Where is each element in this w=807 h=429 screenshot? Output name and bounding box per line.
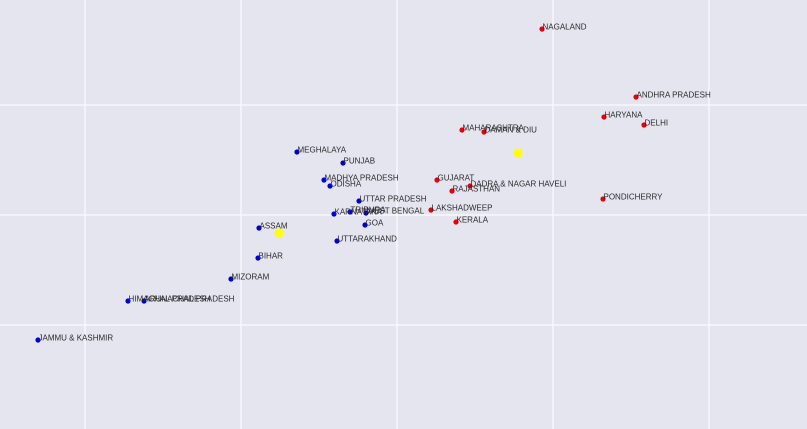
point-punjab (340, 160, 346, 166)
label-odisha: ODISHA (331, 180, 362, 189)
label-nagaland: NAGALAND (543, 23, 587, 32)
label-himachal-pradesh: HIMACHAL PRADESH (129, 295, 211, 304)
point-meghalaya (294, 149, 300, 155)
point-haryana (601, 114, 607, 120)
point-uttar-pradesh (356, 198, 362, 204)
point-daman-diu (481, 129, 487, 135)
label-goa: GOA (366, 219, 384, 228)
point-assam (256, 225, 262, 231)
label-pondicherry: PONDICHERRY (604, 193, 664, 202)
point-mizoram (228, 276, 234, 282)
label-karnataka: KARNATAKA (335, 208, 383, 217)
point-rajasthan (449, 188, 455, 194)
centroid-marker-0 (513, 148, 523, 158)
point-gujarat (434, 177, 440, 183)
label-tripura: TRIPURA (351, 206, 387, 215)
point-nagaland (539, 26, 545, 32)
label-arunachal-pradesh: ARUNACHAL PRADESH (145, 295, 235, 304)
label-punjab: PUNJAB (344, 157, 376, 166)
label-andhra-pradesh: ANDHRA PRADESH (637, 91, 711, 100)
point-pondicherry (600, 196, 606, 202)
centroid-marker-1 (274, 228, 284, 238)
point-odisha (327, 183, 333, 189)
label-meghalaya: MEGHALAYA (298, 146, 347, 155)
label-assam: ASSAM (260, 222, 288, 231)
label-maharashtra: MAHARASHTRA (463, 124, 525, 133)
point-andhra-pradesh (633, 94, 639, 100)
point-jammu-kashmir (35, 337, 41, 343)
label-bihar: BIHAR (259, 252, 284, 261)
label-gujarat: GUJARAT (438, 174, 475, 183)
point-karnataka (331, 211, 337, 217)
point-dadra-nagar-haveli (467, 183, 473, 189)
label-madhya-pradesh: MADHYA PRADESH (325, 174, 399, 183)
point-madhya-pradesh (321, 177, 327, 183)
label-dadra-nagar-haveli: DADRA & NAGAR HAVELI (471, 180, 567, 189)
label-rajasthan: RAJASTHAN (453, 185, 501, 194)
point-goa (362, 222, 368, 228)
label-kerala: KERALA (457, 216, 489, 225)
point-lakshadweep (428, 207, 434, 213)
point-kerala (453, 219, 459, 225)
label-daman-diu: DAMAN & DIU (485, 126, 538, 135)
data-points (35, 26, 647, 343)
cluster-centroids (274, 148, 523, 238)
point-west-bengal (363, 210, 369, 216)
label-uttar-pradesh: UTTAR PRADESH (360, 195, 427, 204)
point-tripura (347, 209, 353, 215)
point-maharashtra (459, 127, 465, 133)
label-delhi: DELHI (645, 119, 669, 128)
label-lakshadweep: LAKSHADWEEP (432, 204, 493, 213)
point-himachal-pradesh (125, 298, 131, 304)
label-jammu-kashmir: JAMMU & KASHMIR (39, 334, 114, 343)
point-delhi (641, 122, 647, 128)
label-mizoram: MIZORAM (232, 273, 270, 282)
label-haryana: HARYANA (605, 111, 644, 120)
point-bihar (255, 255, 261, 261)
label-west-bengal: WEST BENGAL (367, 207, 425, 216)
point-uttarakhand (334, 238, 340, 244)
point-arunachal-pradesh (141, 298, 147, 304)
label-uttarakhand: UTTARAKHAND (338, 235, 398, 244)
